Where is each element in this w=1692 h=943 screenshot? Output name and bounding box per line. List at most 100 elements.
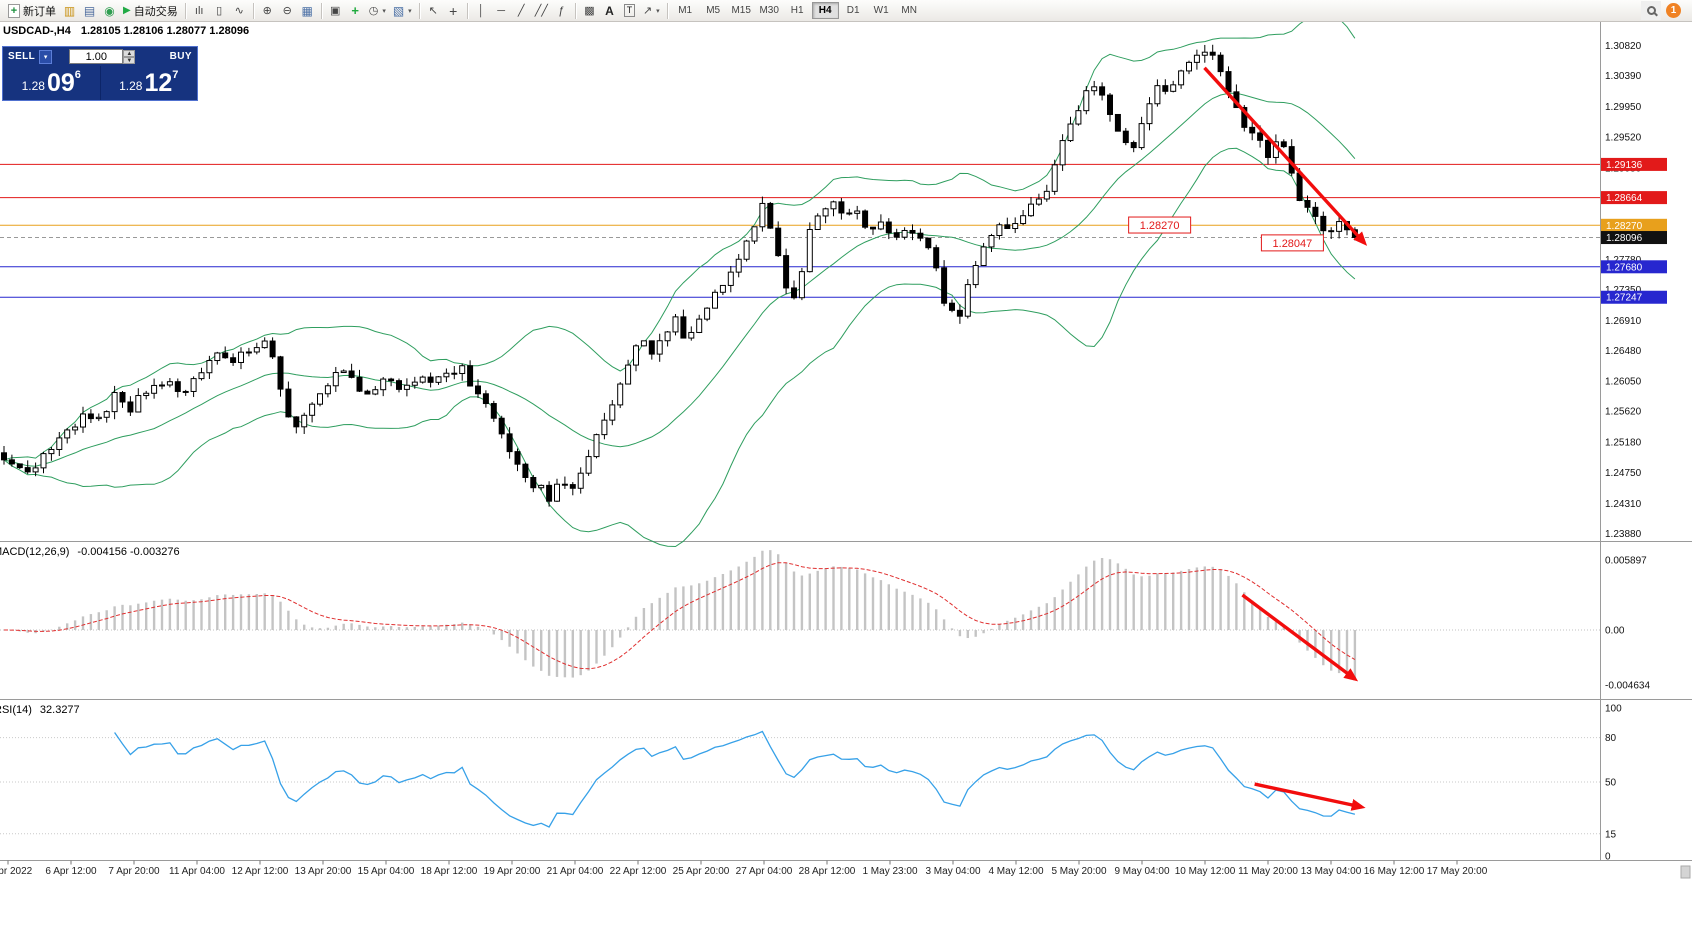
candle: [8, 459, 15, 465]
bollinger-upper-band: [3, 22, 1356, 461]
timeframe-button-m1[interactable]: M1: [672, 2, 699, 19]
cursor-button[interactable]: ↖: [424, 1, 443, 20]
grid-button[interactable]: ▩: [580, 1, 599, 20]
order-options-dropdown[interactable]: ▾: [39, 49, 53, 64]
timeframe-button-h1[interactable]: H1: [784, 2, 811, 19]
price-axis-label: 1.24310: [1605, 499, 1642, 510]
rsi-axis-label: 15: [1605, 829, 1617, 840]
sell-button[interactable]: 1.28 09 6: [3, 66, 101, 100]
autotrading-button[interactable]: ▶ 自动交易: [120, 1, 181, 20]
trendline-button[interactable]: ╱: [512, 1, 531, 20]
toolbar-divider: [574, 2, 576, 19]
candle: [530, 476, 537, 489]
candle: [443, 372, 450, 378]
candle: [1075, 110, 1082, 125]
macd-axis-label: -0.004634: [1605, 681, 1650, 692]
candle: [190, 378, 197, 392]
tile-windows-button[interactable]: ▦: [298, 1, 317, 20]
timeframe-button-h4[interactable]: H4: [811, 2, 839, 19]
candle: [791, 287, 797, 299]
volume-decrease-button[interactable]: ▼: [123, 56, 136, 64]
candle: [340, 370, 347, 374]
price-annotation-box[interactable]: [1260, 234, 1324, 252]
candle: [877, 221, 884, 230]
text-button[interactable]: A: [600, 1, 619, 20]
search-button[interactable]: [1641, 1, 1661, 20]
candle: [854, 210, 861, 214]
candle: [1083, 90, 1090, 112]
candle: [712, 291, 718, 309]
candle: [870, 226, 876, 230]
candle: [538, 484, 545, 489]
line-chart-button[interactable]: ∿: [230, 1, 249, 20]
toolbar-divider: [320, 2, 322, 19]
zoom-out-button[interactable]: ⊖: [278, 1, 297, 20]
sell-price-figure: 1.28: [21, 79, 45, 93]
price-annotation-box[interactable]: [1128, 216, 1192, 234]
candle: [672, 316, 679, 333]
notification-badge[interactable]: 1: [1666, 3, 1681, 18]
bollinger-bands: [3, 22, 1356, 548]
rsi-trend-arrow[interactable]: [1254, 782, 1366, 811]
channel-button[interactable]: ╱╱: [532, 1, 551, 20]
candle: [719, 284, 726, 293]
volume-increase-button[interactable]: ▲: [123, 49, 136, 57]
print-button[interactable]: ▤: [80, 1, 99, 20]
price-axis-label: 1.26480: [1605, 346, 1642, 357]
zoom-out-icon: ⊖: [282, 4, 292, 17]
timeframe-button-d1[interactable]: D1: [840, 2, 867, 19]
candle: [1170, 84, 1177, 92]
fibonacci-button[interactable]: ƒ: [552, 1, 571, 20]
crosshair-button[interactable]: +: [444, 1, 463, 20]
toolbar-divider: [184, 2, 186, 19]
price-tag: [1601, 290, 1667, 304]
buy-button[interactable]: 1.28 12 7: [101, 66, 198, 100]
candle: [356, 376, 363, 392]
periods-button[interactable]: ◷ ▾: [366, 1, 389, 20]
main-trend-arrow[interactable]: [1203, 66, 1368, 246]
candle: [972, 265, 979, 286]
candle: [577, 472, 584, 489]
scroll-thumb[interactable]: [1680, 865, 1691, 879]
candle: [1328, 230, 1335, 233]
candlestick-chart-icon: ▯: [216, 4, 223, 17]
time-axis-label: 5 May 20:00: [1051, 866, 1106, 877]
text-label-button[interactable]: T: [620, 1, 639, 20]
community-button[interactable]: ◉: [100, 1, 119, 20]
grid-icon: ▩: [584, 4, 595, 17]
templates-button[interactable]: ▧ ▾: [390, 1, 415, 20]
price-tag-label: 1.28664: [1606, 193, 1643, 204]
macd-trend-arrow[interactable]: [1241, 593, 1359, 682]
timeframe-button-m30[interactable]: M30: [756, 2, 783, 19]
candle: [1257, 132, 1264, 141]
charts-button[interactable]: ▥: [60, 1, 79, 20]
new-order-button[interactable]: + 新订单: [5, 1, 59, 20]
horizontal-line-button[interactable]: ─: [492, 1, 511, 20]
candlestick-chart-button[interactable]: ▯: [210, 1, 229, 20]
toolbar-divider: [418, 2, 420, 19]
timeframe-button-m15[interactable]: M15: [728, 2, 755, 19]
macd-signal-line: [3, 562, 1356, 670]
candle: [561, 483, 568, 486]
timeframe-button-m5[interactable]: M5: [700, 2, 727, 19]
timeframe-button-w1[interactable]: W1: [868, 2, 895, 19]
chevron-down-icon: ▾: [382, 7, 386, 15]
volume-input[interactable]: [69, 49, 124, 64]
arrange-windows-button[interactable]: ▣: [326, 1, 345, 20]
vertical-line-button[interactable]: │: [472, 1, 491, 20]
candle: [214, 352, 221, 362]
zoom-in-button[interactable]: ⊕: [258, 1, 277, 20]
timeframe-button-mn[interactable]: MN: [896, 2, 923, 19]
indicators-button[interactable]: +: [346, 1, 365, 20]
arrows-tool-button[interactable]: ↗ ▾: [640, 1, 663, 20]
candle: [151, 384, 158, 394]
candle: [893, 232, 900, 238]
toolbar-divider: [466, 2, 468, 19]
bar-chart-button[interactable]: ılı: [190, 1, 209, 20]
candle: [601, 419, 608, 436]
buy-price-pips: 12: [144, 69, 173, 97]
candle: [419, 376, 426, 383]
price-tag-label: 1.29136: [1606, 160, 1643, 171]
rsi-axis-label: 100: [1605, 704, 1622, 715]
candle: [656, 340, 663, 355]
